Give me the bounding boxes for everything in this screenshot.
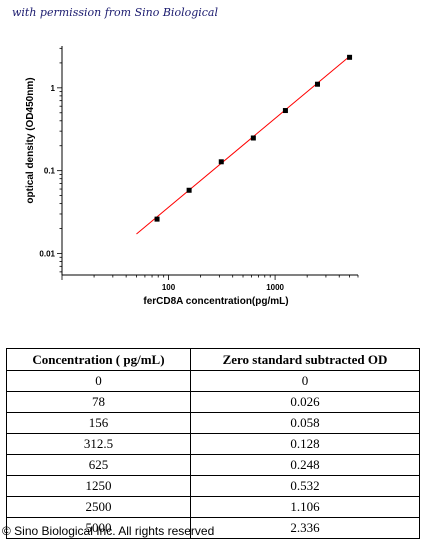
y-tick-label: 0.1: [44, 167, 56, 176]
y-tick-label: 1: [51, 84, 56, 93]
data-point: [154, 216, 160, 222]
data-point: [282, 108, 288, 114]
column-header-od: Zero standard subtracted OD: [189, 348, 421, 371]
table-row: 1250 0.532: [6, 475, 421, 497]
table-cell: 2500: [6, 496, 191, 518]
table-cell: 1250: [6, 475, 191, 497]
fit-line: [136, 55, 350, 235]
table-header-row: Concentration ( pg/mL) Zero standard sub…: [6, 348, 421, 371]
table-row: 5000 2.336: [6, 517, 421, 539]
chart-axes: 0.01 0.1 1 100 1000: [39, 46, 359, 292]
x-axis-title: ferCD8A concentration(pg/mL): [143, 296, 288, 307]
x-tick-label: 100: [162, 283, 176, 292]
standard-curve-chart: 0.01 0.1 1 100 1000 ferCD8A concentration(pg…: [25, 46, 359, 307]
fit-line-group: [136, 55, 350, 235]
table-cell: 0.532: [189, 475, 421, 497]
table-row: 625 0.248: [6, 454, 421, 476]
table-cell: 5000: [6, 517, 191, 539]
table-cell: 0: [6, 370, 191, 392]
table-cell: 78: [6, 391, 191, 413]
data-table: Concentration ( pg/mL) Zero standard sub…: [6, 348, 421, 539]
x-tick-label: 1000: [266, 283, 284, 292]
table-cell: 0: [189, 370, 421, 392]
table-row: 312.5 0.128: [6, 433, 421, 455]
data-point: [314, 81, 320, 87]
permission-note: with permission from Sino Biological: [12, 6, 219, 19]
table-row: 78 0.026: [6, 391, 421, 413]
y-axis-title: optical density (OD450nm): [25, 77, 36, 203]
table-cell: 1.106: [189, 496, 421, 518]
table-cell: 0.248: [189, 454, 421, 476]
axis-labels-group: ferCD8A concentration(pg/mL) optical dens…: [25, 77, 289, 307]
y-tick-label: 0.01: [39, 249, 55, 258]
table-row: 2500 1.106: [6, 496, 421, 518]
table-cell: 156: [6, 412, 191, 434]
data-point: [347, 54, 353, 60]
table-row: 156 0.058: [6, 412, 421, 434]
data-point: [186, 187, 192, 193]
table-cell: 0.058: [189, 412, 421, 434]
table-cell: 2.336: [189, 517, 421, 539]
column-header-concentration: Concentration ( pg/mL): [6, 348, 191, 371]
table-cell: 0.026: [189, 391, 421, 413]
table-cell: 312.5: [6, 433, 191, 455]
data-points-group: [154, 54, 353, 222]
table-cell: 625: [6, 454, 191, 476]
data-point: [218, 159, 224, 165]
copyright-footer: © Sino Biological Inc. All rights reserv…: [2, 524, 215, 538]
data-point: [250, 135, 256, 141]
table-cell: 0.128: [189, 433, 421, 455]
